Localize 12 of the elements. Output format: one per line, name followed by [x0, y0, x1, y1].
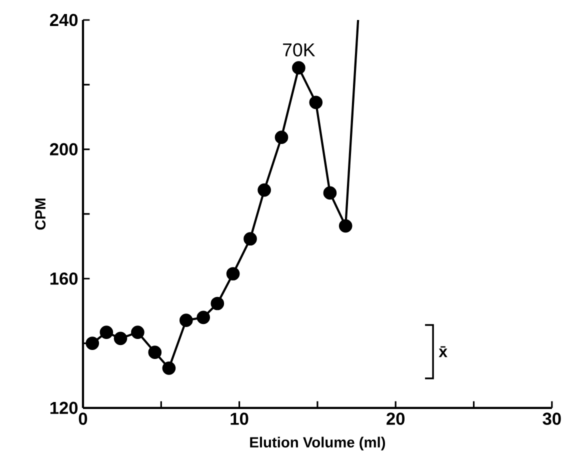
x-tick-label: 20 — [386, 412, 405, 425]
y-tick-label: 240 — [50, 14, 78, 26]
x-tick-label: 10 — [230, 412, 248, 425]
x-axis-title: Elution Volume (ml) — [250, 436, 386, 450]
annotation: 70K — [283, 43, 316, 56]
y-axis-title: CPM — [35, 198, 46, 230]
y-tick-label: 120 — [50, 402, 78, 414]
y-tick-label: 160 — [50, 272, 78, 285]
x-tick-label: 0 — [78, 412, 88, 425]
y-tick-label: 200 — [50, 143, 78, 156]
annotation: x̄ — [438, 346, 448, 358]
x-tick-label: 30 — [542, 412, 561, 425]
